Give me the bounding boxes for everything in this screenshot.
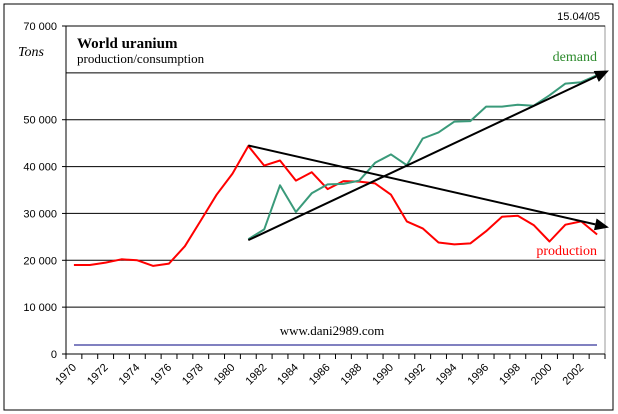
y-tick-label: 10 000 xyxy=(23,302,57,314)
y-tick-label: 0 xyxy=(51,349,57,361)
y-tick-label: 50 000 xyxy=(23,115,57,127)
y-tick-label: 40 000 xyxy=(23,162,57,174)
y-axis: 0 10 000 20 000 30 000 40 000 50 000 70 000 xyxy=(23,21,67,361)
legend-demand: demand xyxy=(553,50,597,65)
production-trend-head xyxy=(593,218,609,231)
series-group xyxy=(73,74,598,267)
y-tick-label: 70 000 xyxy=(23,21,57,33)
y-axis-label: Tons xyxy=(18,45,45,60)
legend-production: production xyxy=(536,244,597,259)
chart-title: World uranium xyxy=(77,36,178,52)
chart-subtitle: production/consumption xyxy=(77,51,205,66)
plot-area xyxy=(65,25,606,355)
production-trend-shaft xyxy=(248,144,596,226)
series-line-demand xyxy=(247,74,598,241)
y-tick-label: 20 000 xyxy=(23,255,57,267)
demand-trend-shaft xyxy=(247,75,597,242)
demand-trend-head xyxy=(593,70,609,82)
date-label: 15.04/05 xyxy=(557,11,600,23)
gridlines xyxy=(66,25,605,308)
watermark-text: www.dani2989.com xyxy=(280,323,385,338)
y-tick-label: 30 000 xyxy=(23,208,57,220)
trend-arrows xyxy=(247,70,609,242)
